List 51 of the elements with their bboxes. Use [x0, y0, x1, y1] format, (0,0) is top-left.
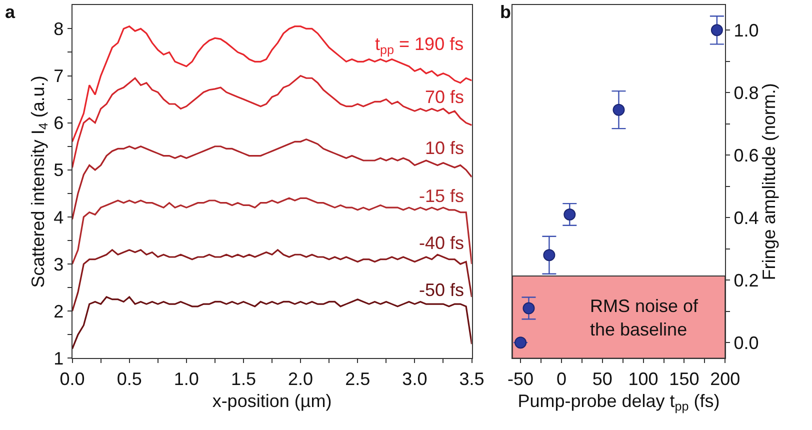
line-series [72, 74, 472, 168]
series-label: 70 fs [425, 87, 464, 107]
line-series [72, 26, 472, 142]
point [543, 249, 556, 262]
y-tick-label: 1 [54, 348, 64, 368]
y2-tick-label: 0.8 [734, 82, 759, 103]
point [564, 208, 576, 220]
chart-title: a [5, 2, 16, 22]
x-tick-label: 3.5 [459, 368, 484, 389]
x-tick-label: 2.5 [345, 368, 370, 389]
band-label: RMS noise of the baseline [590, 296, 700, 340]
y2-tick-label: 1.0 [734, 20, 759, 40]
y2-tick-label: 0.6 [734, 145, 759, 166]
series-label: -50 fs [419, 280, 464, 300]
point [612, 104, 625, 116]
x-tick-label: 0.0 [60, 368, 85, 389]
series-label: -40 fs [419, 233, 464, 253]
series-label: t$_{pp}$ = 190 fs [375, 34, 464, 57]
x-tick-label: 3.0 [402, 368, 428, 389]
x-tick-label: 2.0 [288, 368, 314, 389]
y2-tick-label: 0.2 [734, 270, 759, 290]
x-tick-label: 1.5 [230, 368, 256, 389]
x-tick-label: -50 [508, 368, 534, 389]
y-tick-label: 3 [54, 254, 64, 274]
y2-axis-title: Fringe amplitude (norm.) [758, 83, 779, 280]
x-tick-label: 0.5 [116, 368, 142, 389]
x-axis-title: Pump-probe delay t$_{pp}$ (fs) [518, 390, 720, 414]
x-tick-label: 1.0 [174, 368, 199, 389]
line-series [72, 138, 472, 220]
y-tick-label: 5 [54, 160, 64, 180]
y2-tick-label: 0.0 [734, 332, 759, 353]
chart-title: b [500, 2, 511, 22]
y-tick-label: 7 [54, 66, 64, 86]
x-axis-title: x-position (µm) [212, 390, 332, 411]
series-label: 10 fs [425, 138, 464, 158]
x-tick-label: 150 [669, 368, 700, 389]
point [514, 336, 527, 349]
x-tick-label: 200 [710, 368, 740, 389]
x-tick-label: 50 [592, 368, 612, 389]
y-tick-label: 4 [54, 207, 64, 228]
y-tick-label: 2 [54, 301, 64, 322]
series-label: -15 fs [419, 186, 464, 206]
line-series [72, 249, 472, 312]
point [522, 302, 535, 314]
x-tick-label: 0 [556, 368, 566, 389]
y-tick-label: 8 [54, 19, 64, 39]
y-tick-label: 6 [54, 113, 64, 134]
line-series [72, 296, 472, 350]
point [710, 24, 723, 36]
y2-tick-label: 0.4 [734, 208, 759, 228]
x-tick-label: 100 [628, 368, 658, 389]
